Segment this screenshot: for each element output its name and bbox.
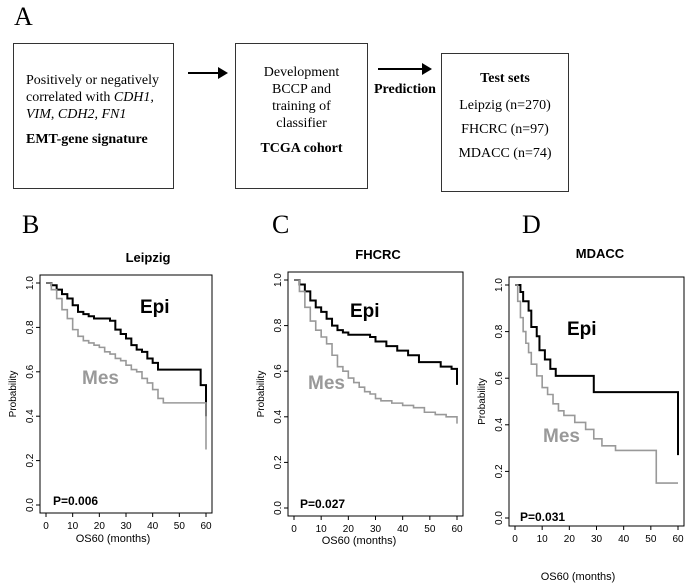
test-sets-box: Test sets Leipzig (n=270) FHCRC (n=97) M… <box>441 53 569 192</box>
x-tick-label-leipzig: 60 <box>200 521 212 532</box>
box3-title: Test sets <box>480 71 530 86</box>
chart-title-mdacc: MDACC <box>576 246 625 261</box>
y-axis-label-leipzig: Probability <box>8 371 19 418</box>
y-tick-label-fhcrc: 0.4 <box>273 409 284 423</box>
test-set-leipzig: Leipzig (n=270) <box>459 98 551 113</box>
prediction-label: Prediction <box>374 82 436 97</box>
x-tick-label-leipzig: 50 <box>174 521 186 532</box>
x-tick-label-leipzig: 30 <box>120 521 132 532</box>
x-tick-label-fhcrc: 30 <box>370 524 382 535</box>
chart-title-leipzig: Leipzig <box>126 250 171 265</box>
series-label-mes-mdacc: Mes <box>543 426 580 447</box>
emt-signature-box: Positively or negatively correlated with… <box>13 43 174 189</box>
y-tick-label-fhcrc: 0.6 <box>273 364 284 378</box>
x-tick-label-mdacc: 50 <box>645 534 657 545</box>
y-tick-label-leipzig: 0.4 <box>25 409 36 423</box>
y-tick-label-fhcrc: 0.2 <box>273 455 284 469</box>
x-tick-label-mdacc: 0 <box>512 534 518 545</box>
y-tick-label-leipzig: 0.2 <box>25 453 36 467</box>
box2-line1: Development <box>263 65 340 80</box>
series-label-epi-leipzig: Epi <box>140 297 170 318</box>
box2-title: TCGA cohort <box>260 141 343 156</box>
x-tick-label-leipzig: 40 <box>147 521 159 532</box>
km-curve-mes-leipzig <box>46 282 207 450</box>
x-tick-label-fhcrc: 40 <box>397 524 409 535</box>
plot-frame-leipzig <box>39 274 213 514</box>
panel-label-a: A <box>14 2 33 31</box>
y-tick-label-leipzig: 0.8 <box>25 320 36 334</box>
p-value-mdacc: P=0.031 <box>520 510 565 524</box>
x-tick-label-fhcrc: 60 <box>451 524 463 535</box>
x-tick-label-mdacc: 10 <box>537 534 549 545</box>
x-tick-label-leipzig: 0 <box>43 521 49 532</box>
y-tick-label-leipzig: 1.0 <box>25 276 36 290</box>
gene-fn1: FN1 <box>101 107 127 122</box>
y-tick-label-leipzig: 0.6 <box>25 364 36 378</box>
x-tick-label-mdacc: 30 <box>591 534 603 545</box>
test-set-fhcrc: FHCRC (n=97) <box>461 122 549 137</box>
gene-cdh2: CDH2, <box>57 107 98 122</box>
y-tick-label-mdacc: 0.6 <box>494 371 505 385</box>
x-tick-label-fhcrc: 50 <box>424 524 436 535</box>
x-tick-label-mdacc: 40 <box>618 534 630 545</box>
x-tick-label-mdacc: 60 <box>672 534 684 545</box>
y-tick-label-mdacc: 0.4 <box>494 417 505 431</box>
km-curve-mes-mdacc <box>515 284 678 484</box>
y-tick-label-leipzig: 0.0 <box>25 498 36 512</box>
plot-frame-mdacc <box>508 276 685 527</box>
y-tick-label-mdacc: 0.0 <box>494 511 505 525</box>
series-label-epi-fhcrc: Epi <box>350 301 380 322</box>
box1-line3: VIM, CDH2, FN1 <box>26 107 127 122</box>
x-tick-label-leipzig: 20 <box>94 521 106 532</box>
x-axis-label-fhcrc: OS60 (months) <box>322 535 397 547</box>
y-axis-label-fhcrc: Probability <box>256 371 267 418</box>
panel-label-d: D <box>522 210 541 239</box>
box2-line3: training of <box>272 99 331 114</box>
km-curve-mes-fhcrc <box>294 279 458 424</box>
series-label-mes-fhcrc: Mes <box>308 373 345 394</box>
series-label-mes-leipzig: Mes <box>82 368 119 389</box>
gene-vim: VIM <box>26 107 51 122</box>
y-axis-label-mdacc: Probability <box>477 378 488 425</box>
test-set-mdacc: MDACC (n=74) <box>458 146 552 161</box>
x-tick-label-fhcrc: 0 <box>291 524 297 535</box>
y-tick-label-mdacc: 0.8 <box>494 324 505 338</box>
box1-line1: Positively or negatively <box>26 73 159 88</box>
y-tick-label-mdacc: 0.2 <box>494 464 505 478</box>
x-axis-label-mdacc: OS60 (months) <box>541 571 616 583</box>
x-tick-label-mdacc: 20 <box>564 534 576 545</box>
series-label-epi-mdacc: Epi <box>567 319 597 340</box>
x-tick-label-fhcrc: 10 <box>316 524 328 535</box>
training-box: Development BCCP and training of classif… <box>235 43 368 189</box>
km-curve-epi-mdacc <box>515 284 679 456</box>
x-tick-label-fhcrc: 20 <box>343 524 355 535</box>
km-curve-epi-fhcrc <box>294 279 458 385</box>
box1-line2: correlated with CDH1, <box>26 90 154 105</box>
chart-title-fhcrc: FHCRC <box>355 247 401 262</box>
x-tick-label-leipzig: 10 <box>67 521 79 532</box>
p-value-fhcrc: P=0.027 <box>300 497 345 511</box>
y-tick-label-mdacc: 1.0 <box>494 278 505 292</box>
box2-line2: BCCP and <box>272 82 331 97</box>
y-tick-label-fhcrc: 1.0 <box>273 273 284 287</box>
y-tick-label-fhcrc: 0.0 <box>273 501 284 515</box>
x-axis-label-leipzig: OS60 (months) <box>76 533 151 545</box>
box2-line4: classifier <box>276 116 327 131</box>
y-tick-label-fhcrc: 0.8 <box>273 318 284 332</box>
box1-title: EMT-gene signature <box>26 132 148 147</box>
panel-label-b: B <box>22 210 40 239</box>
panel-label-c: C <box>272 210 290 239</box>
km-curve-epi-leipzig <box>46 282 207 417</box>
arrow-2 <box>378 63 432 75</box>
arrow-1 <box>188 67 228 79</box>
gene-cdh1: CDH1, <box>113 90 154 105</box>
p-value-leipzig: P=0.006 <box>53 494 98 508</box>
